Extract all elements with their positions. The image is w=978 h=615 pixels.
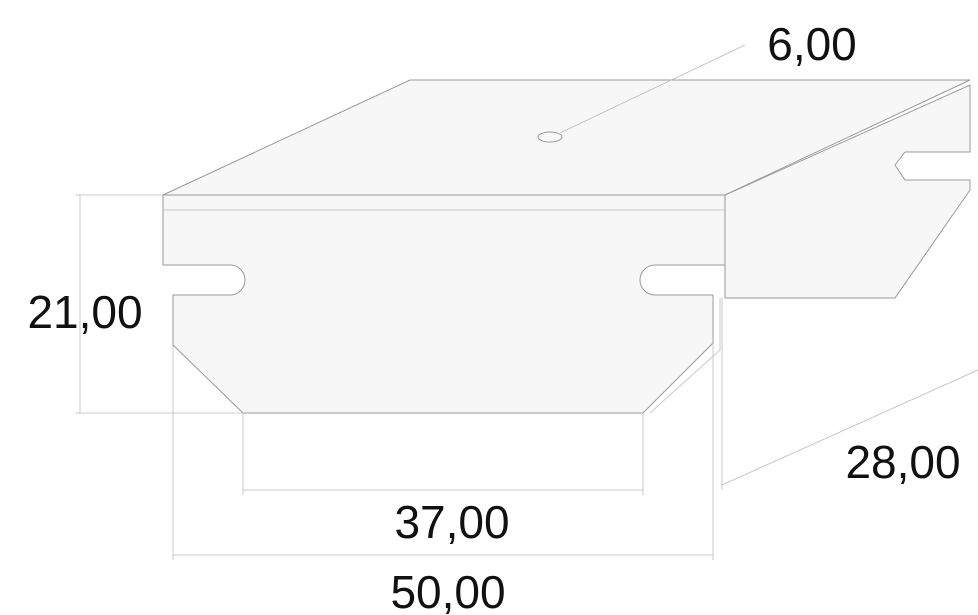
dimension-label: 37,00 xyxy=(394,496,509,548)
dimension-label: 21,00 xyxy=(27,286,142,338)
front-face xyxy=(162,194,726,414)
dimension-label: 6,00 xyxy=(767,18,857,70)
hole xyxy=(537,131,563,143)
leader xyxy=(559,44,746,134)
dimension-label: 28,00 xyxy=(845,436,960,488)
dimension-label: 50,00 xyxy=(390,566,505,615)
side-flange xyxy=(724,84,971,299)
part xyxy=(162,79,971,414)
dimension-lines xyxy=(75,44,978,560)
fold-line xyxy=(649,349,721,414)
dimension-line xyxy=(721,369,978,486)
